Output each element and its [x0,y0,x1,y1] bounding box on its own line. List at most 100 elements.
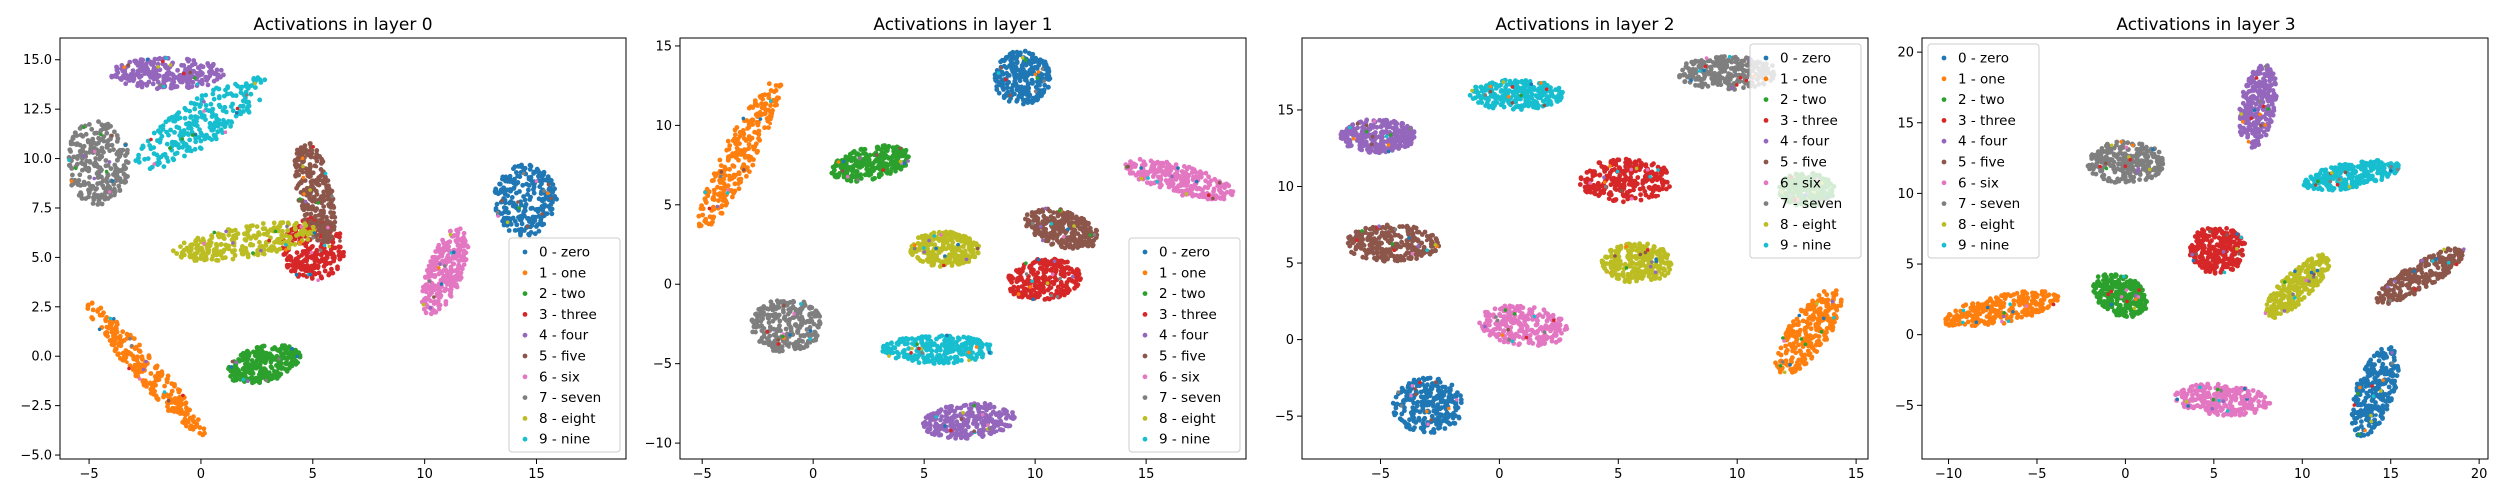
point [754,130,760,136]
point [149,137,153,142]
point [164,141,170,147]
point [87,174,92,180]
point [778,82,784,88]
point [67,158,71,162]
point [1157,164,1162,170]
point [188,148,194,154]
point [773,315,778,321]
point [1070,246,1076,251]
point [446,239,452,245]
point [307,141,313,146]
point [168,146,172,150]
point [258,375,264,381]
point [1015,276,1020,282]
point [208,101,214,107]
point [1014,268,1019,273]
point [1031,272,1037,277]
point [1191,174,1196,180]
point [751,146,757,152]
point [337,252,343,258]
point [107,160,112,164]
point [98,180,103,186]
point [736,186,742,192]
point [137,73,143,79]
point [314,164,319,169]
point [1073,239,1079,245]
point [178,400,184,405]
point [166,377,170,381]
point [245,352,251,358]
point [263,243,269,248]
point [322,268,328,274]
point [324,214,329,220]
point [211,87,216,93]
point [184,405,189,411]
legend-label: 3 - three [539,307,597,323]
point [1058,258,1063,264]
point [809,311,815,316]
point [460,266,465,272]
point [289,353,295,359]
point [261,350,266,355]
point [273,346,279,352]
point [308,188,312,192]
point [146,355,152,360]
point [863,151,869,157]
point [182,115,188,121]
point [69,179,74,183]
point [193,139,199,145]
point [174,124,180,130]
point [243,81,249,86]
point [285,228,290,233]
point [773,332,778,338]
point [961,421,967,427]
point [89,126,95,132]
point [1066,271,1071,277]
point [203,74,209,80]
point [113,347,119,353]
legend-marker [522,436,528,442]
point [87,122,92,127]
point [128,351,134,356]
point [508,221,514,227]
point [197,425,203,430]
point [303,250,308,256]
point [883,153,888,159]
point [1036,275,1041,281]
y-tick-label: 5.0 [31,251,52,266]
point [750,162,756,168]
point [1048,285,1054,290]
point [212,134,218,140]
point [495,210,500,215]
point [523,202,529,207]
point [1028,58,1034,64]
plot-area-0 [66,55,559,438]
point [746,142,752,147]
point [734,125,740,130]
subplot-layer-1: Activations in layer 1 −5 0 5 10 15 −10−5051… [645,15,1247,482]
point [163,62,168,68]
legend-label: 5 - five [539,349,586,365]
point [244,366,249,372]
point [296,259,302,265]
legend-marker [522,270,528,276]
legend-label: 9 - nine [539,432,590,448]
point [301,164,305,169]
point [1184,173,1190,179]
cluster-9 [133,75,268,172]
point [747,134,752,140]
point [241,251,246,257]
point [247,376,253,381]
point [769,302,774,308]
point [1046,73,1052,79]
point [290,346,294,351]
point [438,269,443,273]
point [209,114,215,119]
point [812,330,818,336]
point [717,157,723,163]
point [229,365,233,369]
point [279,232,285,238]
point [777,318,783,324]
point [1010,64,1015,69]
point [181,393,185,398]
